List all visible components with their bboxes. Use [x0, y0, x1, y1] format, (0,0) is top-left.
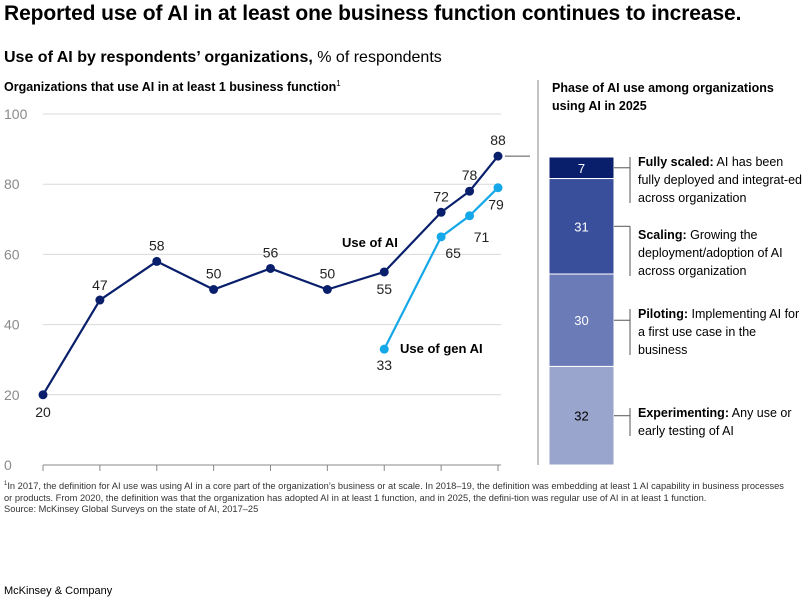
y-tick-label: 20 [4, 387, 20, 403]
data-label: 58 [149, 237, 165, 253]
data-point [436, 207, 446, 217]
data-label: 56 [263, 244, 279, 260]
phase-desc-scaling: Scaling: Growing the deployment/adoption… [638, 226, 803, 280]
stack-value-label: 31 [574, 219, 588, 234]
data-point [379, 344, 389, 354]
axes: 0204060801002017201820192020202120222023… [4, 80, 539, 473]
phase-title: Fully scaled: [638, 155, 714, 169]
data-point [465, 211, 475, 221]
footnote-text: In 2017, the definition for AI use was u… [4, 481, 784, 503]
stacked-bar: 7 31 30 32 [548, 156, 631, 466]
data-label: 47 [92, 277, 108, 293]
phase-text: Growing the deployment/adoption of AI ac… [638, 228, 783, 278]
phase-title: Scaling: [638, 228, 687, 242]
data-point [379, 267, 389, 277]
series-line-use-of-ai [42, 155, 499, 396]
brand-logo-text: McKinsey & Company [4, 585, 113, 597]
phase-text: Any use or early testing of AI [638, 406, 792, 438]
data-point [493, 151, 503, 161]
phase-text: Implementing AI for a first use case in … [638, 307, 800, 357]
phase-desc-fully-scaled: Fully scaled: AI has been fully deployed… [638, 153, 803, 207]
data-label: 71 [474, 229, 490, 245]
series-label-use-of-ai: Use of AI [342, 235, 398, 250]
data-point [493, 183, 503, 193]
data-label: 33 [376, 357, 392, 373]
series-label-use-of-gen-ai: Use of gen AI [400, 341, 483, 356]
phase-text: AI has been fully deployed and integrat-… [638, 155, 803, 205]
data-label: 88 [490, 132, 506, 148]
data-label: 50 [320, 266, 336, 282]
footnote-marker: 1 [4, 481, 8, 487]
data-label: 79 [488, 197, 504, 213]
stack-segment-experimenting [548, 365, 615, 466]
data-point [322, 285, 332, 294]
footnote: 1In 2017, the definition for AI use was … [4, 479, 794, 515]
series-lines [38, 151, 503, 400]
data-labels: 20 47 58 50 56 50 55 72 78 88 33 65 71 79 Use of AI Use… [35, 132, 506, 420]
stack-value-label: 32 [574, 409, 588, 424]
data-point [38, 390, 48, 400]
left-panel-heading: Organizations that use AI in at least 1 … [4, 79, 341, 94]
y-tick-label: 60 [4, 246, 20, 262]
stack-value-label: 30 [574, 313, 588, 328]
y-tick-label: 80 [4, 176, 20, 192]
data-label: 50 [206, 266, 222, 282]
y-tick-label: 100 [4, 106, 28, 122]
series-line-use-of-gen-ai [383, 186, 499, 350]
stack-segment-scaling [548, 178, 615, 275]
y-tick-label: 0 [4, 457, 12, 473]
data-label: 72 [433, 188, 449, 204]
chart-subtitle: Use of AI by respondents’ organizations,… [4, 49, 442, 67]
data-label: 55 [376, 281, 392, 297]
data-point [152, 256, 162, 266]
data-label: 78 [462, 167, 478, 183]
phase-title: Experimenting: [638, 406, 729, 420]
data-label: 65 [445, 245, 461, 261]
phase-desc-experimenting: Experimenting: Any use or early testing … [638, 404, 803, 440]
phase-desc-piloting: Piloting: Implementing AI for a first us… [638, 305, 803, 359]
data-point [95, 295, 105, 305]
data-point [266, 263, 275, 273]
left-heading-text: Organizations that use AI in at least 1 … [4, 80, 337, 95]
gridlines [43, 113, 501, 396]
data-point [436, 232, 446, 242]
data-label: 20 [35, 404, 51, 420]
data-point [209, 285, 219, 294]
chart-canvas: 0204060801002017201820192020202120222023… [4, 80, 631, 473]
phase-title: Piloting: [638, 307, 688, 321]
page-title: Reported use of AI in at least one busin… [4, 2, 742, 25]
source-text: Source: McKinsey Global Surveys on the s… [4, 503, 259, 514]
data-point [465, 186, 475, 196]
stack-segment-piloting [548, 273, 615, 367]
y-tick-label: 40 [4, 317, 20, 333]
stack-value-label: 7 [578, 161, 585, 176]
subtitle-unit: % of respondents [317, 49, 442, 66]
left-heading-note: 1 [336, 79, 341, 88]
subtitle-bold: Use of AI by respondents’ organizations, [4, 49, 313, 66]
right-panel-heading: Phase of AI use among organizations usin… [552, 81, 774, 113]
